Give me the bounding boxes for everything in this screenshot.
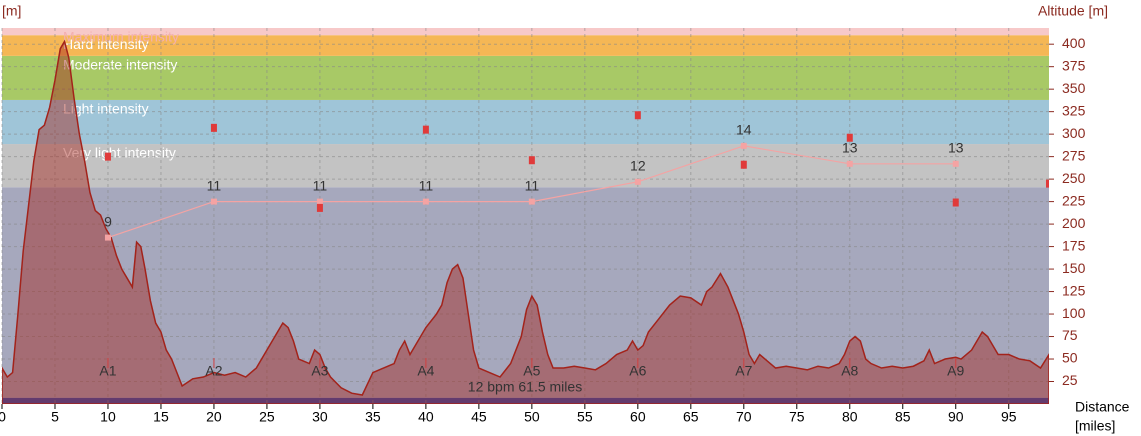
- hr-point: [846, 160, 853, 167]
- x-tick-label: 5: [51, 409, 59, 425]
- x-tick-label: 50: [524, 409, 540, 425]
- checkpoint-label: A6: [629, 363, 646, 379]
- intensity-band: [2, 99, 1049, 145]
- x-tick-label: 0: [0, 409, 6, 425]
- checkpoint-label: A2: [205, 363, 222, 379]
- x-tick-label: 70: [736, 409, 752, 425]
- y-tick-label: 250: [1062, 170, 1086, 186]
- y-tick-label: 325: [1062, 102, 1086, 118]
- marker: [1046, 179, 1049, 188]
- x-tick-label: 20: [206, 409, 222, 425]
- y-tick-label: 275: [1062, 147, 1086, 163]
- intensity-band: [2, 35, 1049, 56]
- checkpoint-label: A7: [735, 363, 752, 379]
- x-tick-label: 65: [683, 409, 699, 425]
- x-axis-title: [miles]: [1075, 418, 1115, 434]
- hr-label: 11: [525, 177, 540, 193]
- y-tick-label: 100: [1062, 305, 1086, 321]
- marker: [422, 125, 429, 134]
- grid: [1, 28, 1049, 404]
- hr-point: [104, 234, 111, 241]
- checkpoint-label: A9: [947, 363, 964, 379]
- elevation-area: [2, 39, 1049, 404]
- y-tick-label: 175: [1062, 237, 1086, 253]
- intensity-band: [2, 187, 1049, 398]
- checkpoint-label: A3: [311, 363, 328, 379]
- marker: [528, 156, 535, 165]
- y-unit-label: [m]: [2, 3, 21, 19]
- x-tick-label: 45: [471, 409, 487, 425]
- y-tick-label: 125: [1062, 282, 1086, 298]
- hr-point: [210, 198, 217, 205]
- x-tick-label: 95: [1001, 409, 1017, 425]
- band-label: Moderate intensity: [63, 57, 177, 73]
- y-tick-label: 150: [1062, 260, 1086, 276]
- y-tick-label: 400: [1062, 35, 1086, 51]
- x-tick-label: 25: [259, 409, 275, 425]
- marker: [210, 123, 217, 132]
- x-tick-label: 75: [789, 409, 805, 425]
- marker: [104, 152, 111, 161]
- y-tick-label: 200: [1062, 215, 1086, 231]
- hr-point: [422, 198, 429, 205]
- x-axis-title: Distance: [1075, 399, 1130, 415]
- x-tick-label: 80: [842, 409, 858, 425]
- y-axis-title: Altitude [m]: [1038, 3, 1108, 19]
- checkpoint-label: A5: [523, 363, 540, 379]
- y-tick-label: 25: [1062, 372, 1078, 388]
- x-tick-label: 30: [312, 409, 328, 425]
- hr-point: [952, 160, 959, 167]
- plot: A1 A2 A3 A4 A5 A6 A7 A8 A9 9 11 11 11 11 12 14 13 13: [2, 39, 1049, 404]
- hr-label: 14: [736, 122, 752, 138]
- intensity-band: [2, 397, 1049, 404]
- checkpoint-label: A8: [841, 363, 858, 379]
- x-tick-label: 90: [948, 409, 964, 425]
- y-tick-label: 350: [1062, 80, 1086, 96]
- x-tick-label: 60: [630, 409, 646, 425]
- y-tick-label: 50: [1062, 350, 1078, 366]
- y-tick-label: 375: [1062, 57, 1086, 73]
- annotation: 12 bpm 61.5 miles: [468, 379, 582, 395]
- band-label: Maximum intensity: [63, 29, 179, 45]
- marker: [316, 203, 323, 212]
- intensity-band: [2, 144, 1049, 188]
- hr-point: [740, 142, 747, 149]
- x-tick-label: 15: [153, 409, 169, 425]
- marker: [846, 133, 853, 142]
- y-tick-label: 225: [1062, 192, 1086, 208]
- hr-point: [316, 198, 323, 205]
- marker: [740, 160, 747, 169]
- y-tick-label: 300: [1062, 125, 1086, 141]
- marker: [952, 198, 959, 207]
- x-tick-label: 10: [100, 409, 116, 425]
- intensity-band: [2, 28, 1049, 36]
- hr-point: [528, 198, 535, 205]
- x-tick-label: 85: [895, 409, 911, 425]
- hr-label: 13: [948, 140, 964, 156]
- hr-label: 11: [313, 177, 328, 193]
- hr-point: [634, 178, 641, 185]
- checkpoint-label: A1: [99, 363, 116, 379]
- checkpoint-label: A4: [417, 363, 434, 379]
- hr-label: 9: [104, 213, 112, 229]
- x-tick-label: 55: [577, 409, 593, 425]
- hr-label: 11: [207, 177, 222, 193]
- hr-label: 11: [419, 177, 434, 193]
- x-tick-label: 40: [418, 409, 434, 425]
- y-tick-label: 75: [1062, 327, 1078, 343]
- hr-label: 12: [630, 158, 646, 174]
- band-label: Light intensity: [63, 101, 149, 117]
- x-tick-label: 35: [365, 409, 381, 425]
- intensity-band: [2, 55, 1049, 100]
- hr-label: 13: [842, 140, 858, 156]
- marker: [634, 111, 641, 120]
